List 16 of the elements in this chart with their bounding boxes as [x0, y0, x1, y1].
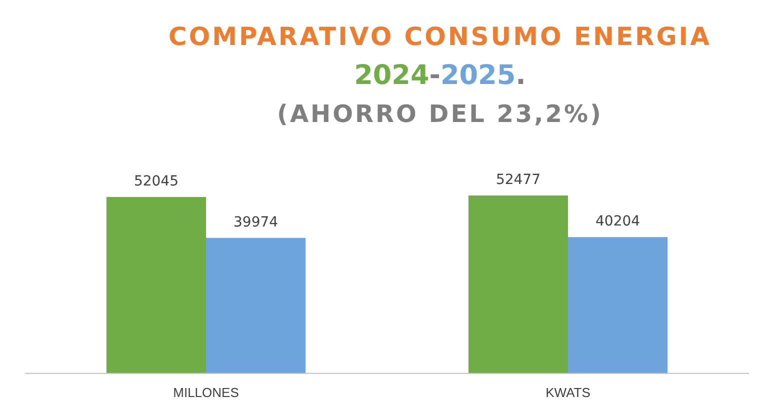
text: - [429, 60, 440, 91]
chart-subtitle: (AHORRO DEL 23,2%) [276, 100, 604, 128]
bar [568, 237, 668, 374]
data-label: 40204 [596, 214, 640, 230]
bar [106, 196, 206, 374]
chart-title: COMPARATIVO CONSUMO ENERGIA [168, 22, 712, 51]
data-label: 52477 [496, 172, 540, 188]
data-label: 39974 [234, 214, 278, 231]
x-tick-label: KWATS [546, 384, 591, 400]
bar [468, 196, 568, 374]
bar [206, 238, 306, 374]
data-label: 52045 [134, 174, 178, 190]
x-tick-label: MILLONES [173, 384, 240, 400]
text: 2025 [440, 60, 516, 91]
text: . [516, 60, 526, 91]
text: 2024 [354, 60, 430, 91]
